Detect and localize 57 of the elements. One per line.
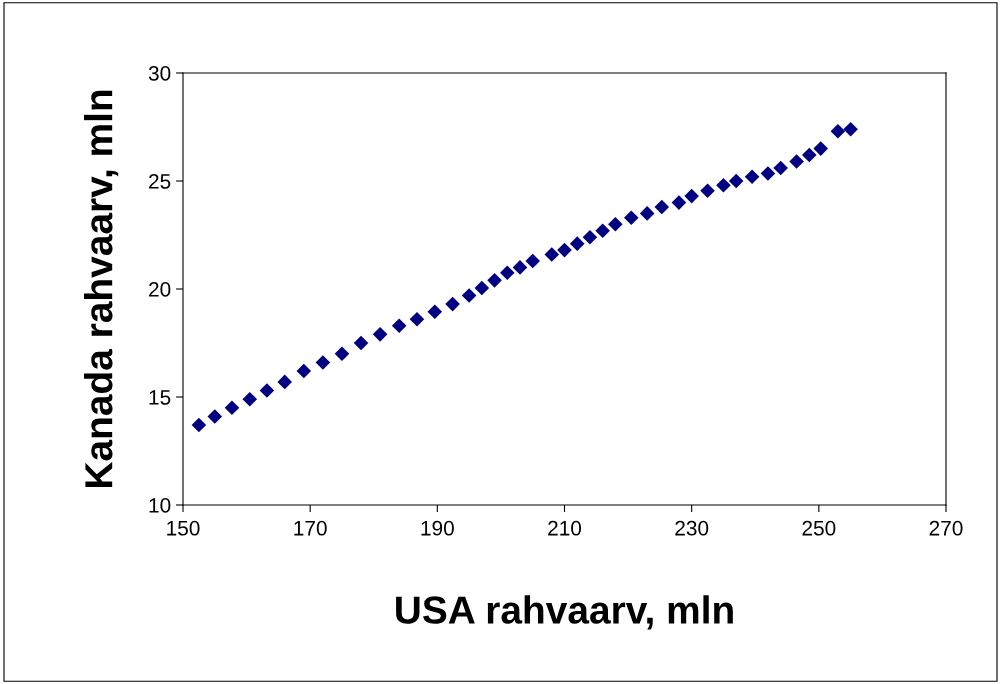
point: [684, 188, 699, 204]
point: [487, 273, 502, 288]
point: [639, 206, 655, 221]
y-tick-label: 30: [148, 66, 171, 81]
y-tick-label: 25: [149, 174, 171, 189]
point: [843, 121, 858, 137]
point: [259, 383, 275, 398]
point: [242, 391, 258, 407]
point: [512, 260, 528, 275]
point: [499, 265, 515, 281]
point: [716, 178, 731, 193]
point: [353, 335, 369, 351]
point: [760, 166, 776, 181]
x-tick-label: 270: [929, 520, 963, 536]
x-axis-title: USA rahvaarv, mln: [396, 595, 733, 630]
point: [277, 374, 293, 390]
x-tick-label: 170: [294, 520, 327, 536]
point: [207, 409, 223, 424]
point: [744, 169, 760, 184]
y-tick-label: 20: [149, 282, 171, 297]
point: [654, 199, 670, 215]
y-axis-title: Kanada rahvaarv, mln: [83, 90, 119, 488]
point: [830, 124, 846, 139]
point: [427, 304, 443, 319]
point: [296, 363, 312, 379]
point: [525, 253, 540, 269]
point: [334, 346, 350, 362]
point: [315, 355, 331, 370]
x-tick-label: 230: [675, 520, 709, 536]
point: [789, 154, 804, 169]
point: [569, 236, 585, 251]
point: [409, 311, 425, 327]
y-tick-label: 15: [149, 390, 171, 405]
point: [802, 147, 817, 163]
point: [671, 195, 687, 210]
point: [608, 216, 623, 232]
point: [372, 327, 388, 342]
point: [773, 160, 788, 176]
point: [582, 229, 598, 245]
point: [544, 247, 560, 262]
x-tick-label: 150: [167, 520, 200, 536]
point: [224, 400, 240, 416]
point: [474, 280, 490, 296]
point: [445, 296, 460, 312]
point: [461, 288, 477, 303]
point: [191, 417, 207, 433]
point: [557, 242, 572, 258]
x-tick-label: 210: [548, 520, 582, 536]
y-tick-label: 10: [149, 498, 171, 513]
point: [623, 210, 639, 225]
point: [595, 223, 610, 238]
point: [813, 141, 829, 156]
point: [391, 318, 407, 333]
point: [728, 173, 744, 189]
point: [700, 183, 715, 198]
x-tick-label: 250: [802, 520, 836, 536]
x-tick-label: 190: [421, 520, 454, 536]
